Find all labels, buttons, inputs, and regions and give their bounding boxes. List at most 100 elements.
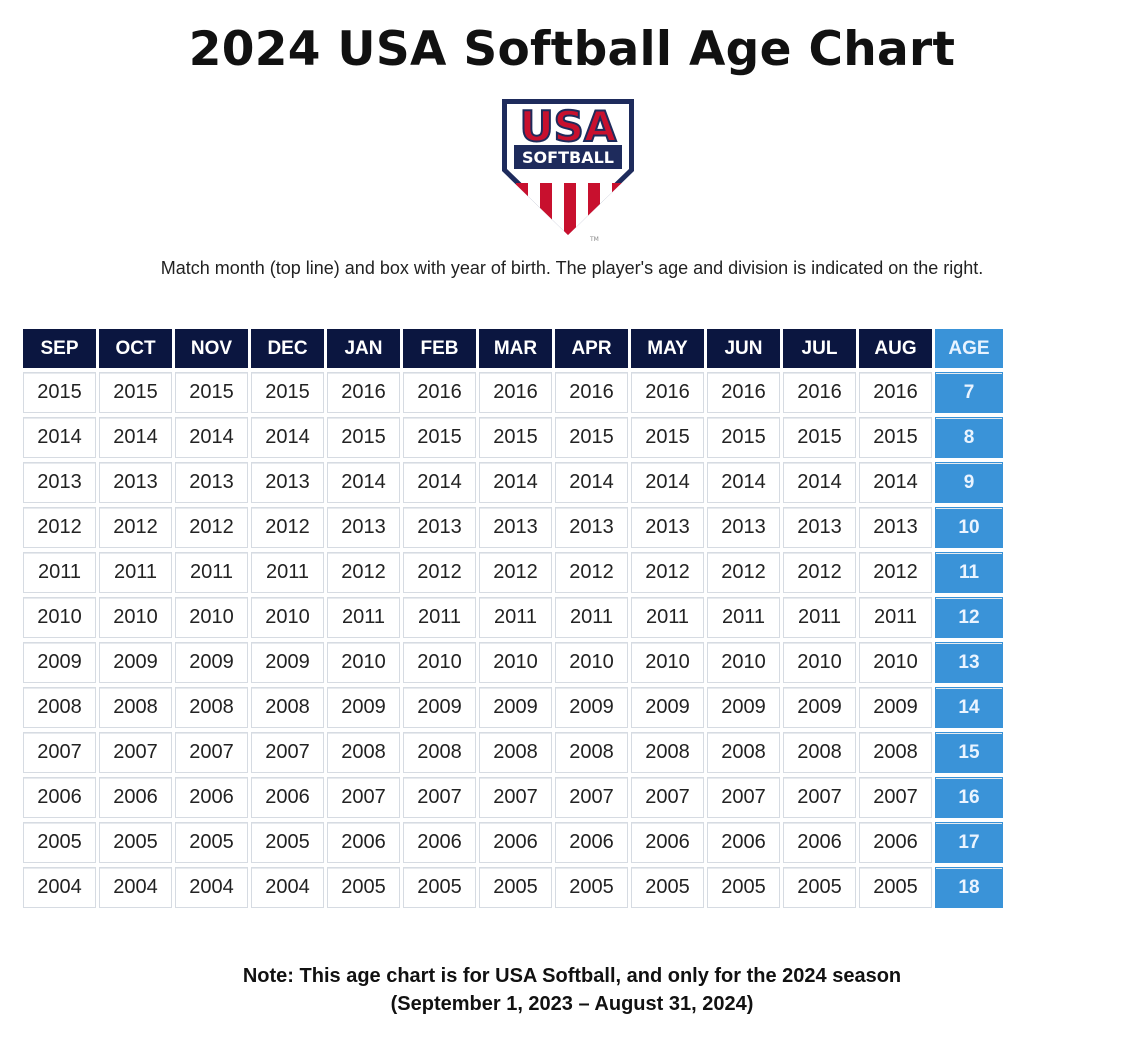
month-header-mar: MAR — [479, 329, 552, 368]
season-note: Note: This age chart is for USA Softball… — [0, 962, 1144, 1018]
birth-year-cell: 2015 — [783, 417, 856, 458]
birth-year-cell: 2012 — [479, 552, 552, 593]
age-cell: 8 — [935, 417, 1003, 458]
birth-year-cell: 2015 — [99, 372, 172, 413]
birth-year-cell: 2014 — [479, 462, 552, 503]
birth-year-cell: 2004 — [251, 867, 324, 908]
birth-year-cell: 2010 — [479, 642, 552, 683]
birth-year-cell: 2007 — [327, 777, 400, 818]
birth-year-cell: 2010 — [251, 597, 324, 638]
birth-year-cell: 2013 — [783, 507, 856, 548]
birth-year-cell: 2015 — [251, 372, 324, 413]
birth-year-cell: 2013 — [555, 507, 628, 548]
birth-year-cell: 2014 — [707, 462, 780, 503]
table-row: 2015 2015 2015 2015 2016 2016 2016 2016 2016 2016… — [23, 372, 1003, 413]
birth-year-cell: 2011 — [479, 597, 552, 638]
age-cell: 11 — [935, 552, 1003, 593]
birth-year-cell: 2006 — [403, 822, 476, 863]
birth-year-cell: 2016 — [327, 372, 400, 413]
birth-year-cell: 2008 — [403, 732, 476, 773]
birth-year-cell: 2009 — [23, 642, 96, 683]
birth-year-cell: 2008 — [327, 732, 400, 773]
birth-year-cell: 2008 — [555, 732, 628, 773]
age-cell: 10 — [935, 507, 1003, 548]
table-row: 2012 2012 2012 2012 2013 2013 2013 2013 2013 2013… — [23, 507, 1003, 548]
table-row: 2005 2005 2005 2005 2006 2006 2006 2006 2006 2006… — [23, 822, 1003, 863]
birth-year-cell: 2005 — [479, 867, 552, 908]
birth-year-cell: 2016 — [555, 372, 628, 413]
birth-year-cell: 2007 — [251, 732, 324, 773]
table-row: 2013 2013 2013 2013 2014 2014 2014 2014 2014 2014… — [23, 462, 1003, 503]
table-row: 2006 2006 2006 2006 2007 2007 2007 2007 2007 2007… — [23, 777, 1003, 818]
birth-year-cell: 2005 — [555, 867, 628, 908]
birth-year-cell: 2013 — [859, 507, 932, 548]
birth-year-cell: 2006 — [859, 822, 932, 863]
birth-year-cell: 2005 — [175, 822, 248, 863]
birth-year-cell: 2014 — [251, 417, 324, 458]
birth-year-cell: 2016 — [783, 372, 856, 413]
age-cell: 14 — [935, 687, 1003, 728]
logo-stars — [542, 173, 594, 177]
birth-year-cell: 2010 — [707, 642, 780, 683]
birth-year-cell: 2008 — [859, 732, 932, 773]
table-row: 2004 2004 2004 2004 2005 2005 2005 2005 2005 2005… — [23, 867, 1003, 908]
birth-year-cell: 2011 — [99, 552, 172, 593]
birth-year-cell: 2011 — [23, 552, 96, 593]
month-header-row: SEP OCT NOV DEC JAN FEB MAR APR MAY JUN JUL AUG AGE — [23, 329, 1003, 368]
birth-year-cell: 2015 — [555, 417, 628, 458]
table-row: 2011 2011 2011 2011 2012 2012 2012 2012 2012 2012… — [23, 552, 1003, 593]
month-header-nov: NOV — [175, 329, 248, 368]
birth-year-cell: 2009 — [251, 642, 324, 683]
birth-year-cell: 2005 — [403, 867, 476, 908]
birth-year-cell: 2013 — [175, 462, 248, 503]
birth-year-cell: 2012 — [327, 552, 400, 593]
birth-year-cell: 2014 — [327, 462, 400, 503]
table-row: 2014 2014 2014 2014 2015 2015 2015 2015 2015 2015… — [23, 417, 1003, 458]
birth-year-cell: 2010 — [23, 597, 96, 638]
birth-year-cell: 2009 — [327, 687, 400, 728]
birth-year-cell: 2005 — [327, 867, 400, 908]
birth-year-cell: 2005 — [631, 867, 704, 908]
month-header-aug: AUG — [859, 329, 932, 368]
birth-year-cell: 2008 — [707, 732, 780, 773]
page-title: 2024 USA Softball Age Chart — [188, 22, 956, 77]
birth-year-cell: 2013 — [707, 507, 780, 548]
birth-year-cell: 2010 — [631, 642, 704, 683]
birth-year-cell: 2007 — [99, 732, 172, 773]
birth-year-cell: 2005 — [707, 867, 780, 908]
birth-year-cell: 2015 — [479, 417, 552, 458]
birth-year-cell: 2014 — [555, 462, 628, 503]
birth-year-cell: 2013 — [251, 462, 324, 503]
table-row: 2008 2008 2008 2008 2009 2009 2009 2009 2009 2009… — [23, 687, 1003, 728]
age-cell: 12 — [935, 597, 1003, 638]
birth-year-cell: 2008 — [631, 732, 704, 773]
birth-year-cell: 2006 — [631, 822, 704, 863]
birth-year-cell: 2011 — [631, 597, 704, 638]
birth-year-cell: 2011 — [783, 597, 856, 638]
birth-year-cell: 2004 — [175, 867, 248, 908]
birth-year-cell: 2006 — [23, 777, 96, 818]
birth-year-cell: 2016 — [403, 372, 476, 413]
birth-year-cell: 2012 — [707, 552, 780, 593]
age-chart-table: SEP OCT NOV DEC JAN FEB MAR APR MAY JUN JUL AUG AGE … — [20, 325, 1006, 912]
birth-year-cell: 2005 — [23, 822, 96, 863]
birth-year-cell: 2009 — [859, 687, 932, 728]
birth-year-cell: 2007 — [403, 777, 476, 818]
birth-year-cell: 2012 — [783, 552, 856, 593]
birth-year-cell: 2008 — [23, 687, 96, 728]
note-line-1: Note: This age chart is for USA Softball… — [242, 965, 902, 987]
birth-year-cell: 2007 — [175, 732, 248, 773]
birth-year-cell: 2016 — [479, 372, 552, 413]
birth-year-cell: 2005 — [251, 822, 324, 863]
birth-year-cell: 2015 — [327, 417, 400, 458]
birth-year-cell: 2006 — [327, 822, 400, 863]
birth-year-cell: 2009 — [555, 687, 628, 728]
birth-year-cell: 2015 — [23, 372, 96, 413]
age-cell: 9 — [935, 462, 1003, 503]
birth-year-cell: 2006 — [555, 822, 628, 863]
birth-year-cell: 2009 — [99, 642, 172, 683]
birth-year-cell: 2009 — [707, 687, 780, 728]
birth-year-cell: 2009 — [175, 642, 248, 683]
birth-year-cell: 2011 — [859, 597, 932, 638]
birth-year-cell: 2006 — [175, 777, 248, 818]
